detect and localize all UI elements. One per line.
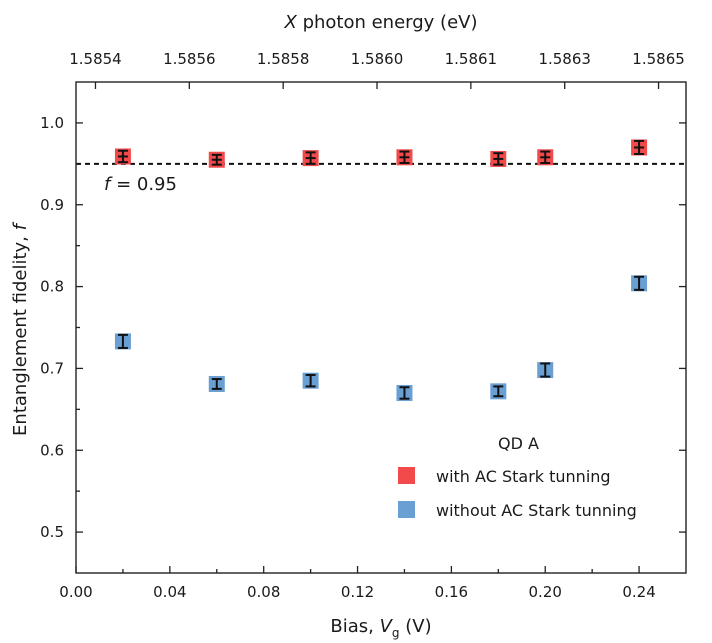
y-tick-label: 0.9 [40,196,64,214]
data-point [396,384,413,401]
data-point [631,139,648,156]
reference-line-label: f = 0.95 [104,174,177,195]
top-x-axis-title-var: X [284,12,298,33]
top-x-tick-label: 1.5865 [632,50,685,68]
data-point [537,362,554,379]
x-axis-title-prefix: Bias, [330,616,379,637]
data-point [537,149,554,166]
data-point [490,150,507,167]
top-x-axis-title-text: photon energy (eV) [297,12,478,33]
x-tick-label: 0.16 [435,583,468,601]
x-tick-label: 0.20 [529,583,562,601]
x-axis-title-sub: g [392,626,400,640]
reference-line-label-var: f [104,174,113,195]
x-axis-title-var: V [380,616,394,637]
y-tick-label: 0.6 [40,441,64,459]
data-point [302,150,319,167]
x-axis-title: Bias, Vg (V) [330,616,431,640]
data-point [114,333,131,350]
top-x-tick-label: 1.5854 [69,50,122,68]
y-tick-label: 0.8 [40,278,64,296]
top-x-tick-label: 1.5858 [257,50,310,68]
ticks-layer: 0.00 0.04 0.08 0.12 0.16 0.20 0.24 1.5854 1.5856… [40,50,686,601]
y-tick-label: 1.0 [40,114,64,132]
data-point [490,383,507,400]
top-x-tick-label: 1.5861 [445,50,498,68]
legend-swatch-with-stark [398,467,415,484]
x-axis-title-suffix: (V) [400,616,432,637]
x-tick-label: 0.24 [622,583,655,601]
legend-label-with-stark: with AC Stark tunning [436,467,611,486]
top-x-axis-title: X photon energy (eV) [284,12,478,33]
x-tick-label: 0.12 [341,583,374,601]
top-x-tick-label: 1.5860 [351,50,404,68]
data-point [302,372,319,389]
x-tick-label: 0.00 [59,583,92,601]
data-point [208,151,225,168]
data-point [114,148,131,165]
data-point [208,375,225,392]
y-axis-title: Entanglement fidelity, f [10,221,31,436]
data-point [631,275,648,292]
y-tick-label: 0.5 [40,523,64,541]
plot-frame [75,81,687,574]
legend-swatch-without-stark [398,501,415,518]
y-axis-title-text: Entanglement fidelity, [10,230,31,436]
x-tick-label: 0.04 [153,583,186,601]
top-x-tick-label: 1.5863 [538,50,591,68]
top-x-tick-label: 1.5856 [163,50,216,68]
legend-label-without-stark: without AC Stark tunning [436,501,637,520]
data-point [396,149,413,166]
reference-line-label-text: = 0.95 [110,174,177,195]
x-tick-label: 0.08 [247,583,280,601]
y-tick-label: 0.7 [40,359,64,377]
data-layer [114,139,648,401]
y-axis-title-var: f [10,221,31,230]
legend: QD A with AC Stark tunning without AC St… [398,434,637,520]
legend-title: QD A [498,434,539,453]
